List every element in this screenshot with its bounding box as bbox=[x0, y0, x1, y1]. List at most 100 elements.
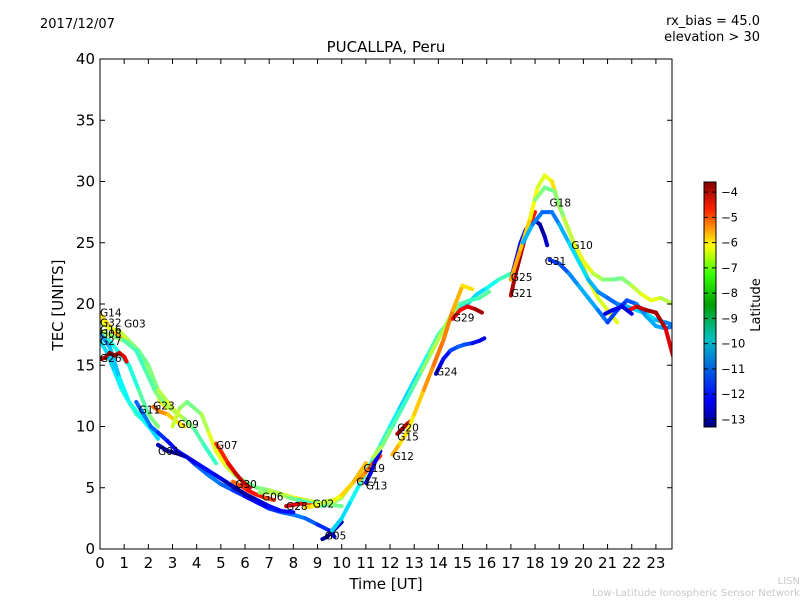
series-segment bbox=[156, 430, 170, 444]
series-g24 bbox=[433, 336, 487, 376]
satellite-label: G12 bbox=[392, 451, 414, 463]
series-g11 bbox=[134, 400, 337, 539]
series-segment bbox=[117, 375, 132, 404]
elevation-label: elevation > 30 bbox=[664, 30, 760, 45]
y-tick-label: 40 bbox=[76, 50, 95, 68]
series-g10 bbox=[533, 185, 672, 306]
series-segment bbox=[535, 173, 547, 190]
x-tick-label: 0 bbox=[95, 554, 105, 572]
satellite-label: G24 bbox=[436, 366, 458, 378]
satellite-label: G16 bbox=[100, 325, 122, 337]
series-segment bbox=[658, 295, 672, 306]
satellite-label: G26 bbox=[100, 353, 122, 365]
series-segment bbox=[100, 331, 112, 349]
x-tick-label: 7 bbox=[264, 554, 274, 572]
series-segment bbox=[371, 442, 385, 460]
series-segment bbox=[107, 338, 122, 355]
series-segment bbox=[433, 357, 446, 376]
series-segment bbox=[156, 387, 170, 404]
x-tick-label: 3 bbox=[168, 554, 178, 572]
series-segment bbox=[620, 276, 634, 288]
series-segment bbox=[407, 369, 422, 392]
series-g01 bbox=[156, 442, 296, 515]
series-segment bbox=[146, 412, 161, 429]
series-segment bbox=[136, 348, 151, 368]
series-segment bbox=[528, 185, 540, 221]
satellite-label: G30 bbox=[235, 479, 256, 491]
series-segment bbox=[388, 406, 402, 429]
series-segment bbox=[484, 277, 501, 291]
series-segment bbox=[315, 522, 332, 533]
x-axis-label: Time [UT] bbox=[349, 575, 423, 593]
series-g07 bbox=[214, 441, 252, 490]
satellite-label: G23 bbox=[153, 401, 175, 413]
series-segment bbox=[431, 338, 446, 368]
series-segment bbox=[243, 491, 260, 502]
series-segment bbox=[397, 387, 412, 411]
x-tick-label: 18 bbox=[526, 554, 545, 572]
series-segment bbox=[163, 402, 177, 414]
series-segment bbox=[141, 412, 153, 429]
series-segment bbox=[441, 308, 455, 343]
satellite-label: G21 bbox=[511, 288, 533, 300]
series-segment bbox=[349, 479, 364, 502]
series-segment bbox=[496, 271, 513, 282]
series-segment bbox=[218, 449, 231, 466]
series-segment bbox=[508, 246, 523, 282]
series-layer bbox=[100, 173, 672, 542]
y-tick-label: 30 bbox=[76, 173, 95, 191]
satellite-label: G28 bbox=[286, 501, 308, 513]
series-segment bbox=[537, 222, 547, 239]
series-segment bbox=[226, 461, 238, 476]
y-tick-label: 35 bbox=[76, 111, 95, 129]
series-segment bbox=[136, 387, 151, 417]
series-segment bbox=[390, 441, 402, 457]
series-segment bbox=[255, 498, 272, 509]
series-g09 bbox=[170, 400, 344, 509]
colorbar-label: Latitude bbox=[749, 278, 764, 332]
chart-title: PUCALLPA, Peru bbox=[326, 38, 446, 56]
satellite-label: G05 bbox=[325, 531, 347, 543]
series-segment bbox=[100, 328, 115, 338]
series-segment bbox=[397, 430, 409, 446]
x-tick-label: 2 bbox=[144, 554, 154, 572]
series-segment bbox=[530, 210, 545, 227]
colorbar-tick-label: −10 bbox=[721, 337, 745, 351]
series-segment bbox=[542, 234, 550, 248]
x-tick-label: 22 bbox=[622, 554, 641, 572]
series-segment bbox=[122, 354, 129, 364]
series-segment bbox=[566, 240, 581, 264]
series-segment bbox=[201, 442, 219, 466]
network-short-label: LISN bbox=[777, 576, 800, 587]
series-segment bbox=[380, 424, 395, 447]
satellite-label: G15 bbox=[397, 431, 419, 443]
y-tick-label: 15 bbox=[76, 356, 95, 374]
satellite-label: G11 bbox=[139, 404, 161, 416]
series-segment bbox=[243, 479, 260, 490]
y-tick-label: 25 bbox=[76, 234, 95, 252]
x-tick-label: 9 bbox=[313, 554, 323, 572]
series-segment bbox=[351, 461, 368, 484]
satellite-label: G13 bbox=[366, 480, 388, 492]
series-segment bbox=[390, 406, 405, 429]
series-segment bbox=[330, 516, 344, 533]
series-segment bbox=[206, 430, 219, 453]
satellite-label: G31 bbox=[545, 256, 567, 268]
series-segment bbox=[134, 348, 148, 374]
series-segment bbox=[421, 363, 436, 392]
series-segment bbox=[586, 295, 600, 313]
satellite-label: G14 bbox=[100, 308, 122, 320]
satellite-label: G09 bbox=[177, 419, 199, 431]
satellite-label: G25 bbox=[511, 272, 533, 284]
series-segment bbox=[122, 338, 139, 353]
series-segment bbox=[426, 332, 441, 355]
series-segment bbox=[653, 310, 668, 331]
colorbar-tick-label: −4 bbox=[721, 185, 738, 199]
x-tick-label: 1 bbox=[119, 554, 129, 572]
x-tick-label: 11 bbox=[356, 554, 375, 572]
series-segment bbox=[206, 473, 223, 487]
series-segment bbox=[182, 417, 197, 431]
satellite-label: G20 bbox=[397, 423, 419, 435]
